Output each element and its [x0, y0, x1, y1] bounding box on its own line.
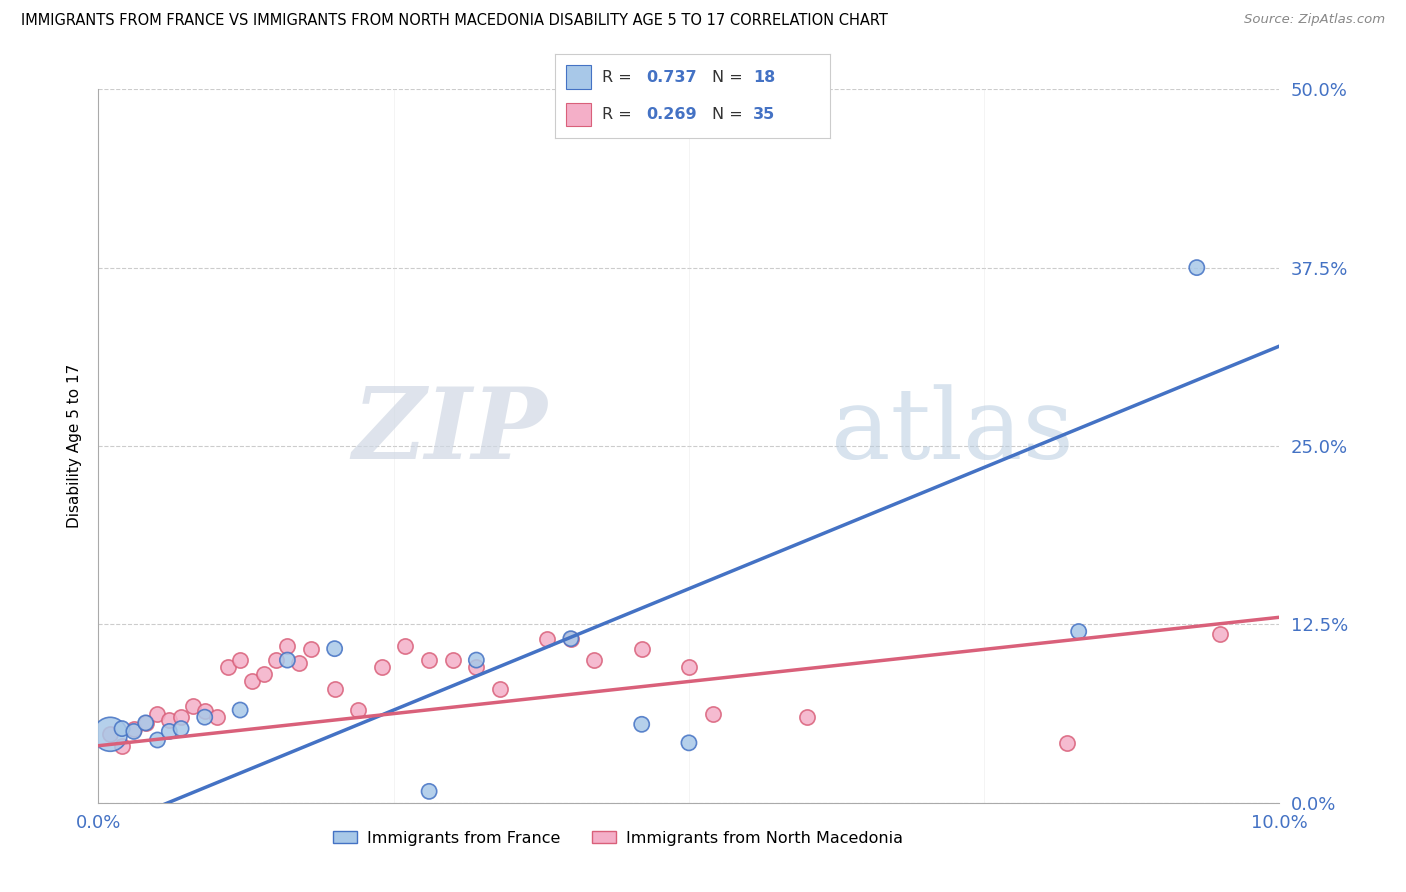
Y-axis label: Disability Age 5 to 17: Disability Age 5 to 17: [66, 364, 82, 528]
Point: [465, 660, 488, 674]
Text: R =: R =: [602, 107, 637, 122]
Point: [135, 715, 157, 730]
Point: [276, 653, 298, 667]
Point: [347, 703, 370, 717]
Text: atlas: atlas: [831, 384, 1073, 480]
Point: [205, 710, 228, 724]
Text: Source: ZipAtlas.com: Source: ZipAtlas.com: [1244, 13, 1385, 27]
Point: [678, 736, 700, 750]
Point: [323, 641, 346, 656]
Point: [170, 722, 193, 736]
Point: [122, 722, 145, 736]
Point: [630, 717, 652, 731]
Text: N =: N =: [711, 70, 748, 85]
Point: [170, 710, 193, 724]
Point: [678, 660, 700, 674]
Point: [264, 653, 287, 667]
Text: IMMIGRANTS FROM FRANCE VS IMMIGRANTS FROM NORTH MACEDONIA DISABILITY AGE 5 TO 17: IMMIGRANTS FROM FRANCE VS IMMIGRANTS FRO…: [21, 13, 889, 29]
Point: [1067, 624, 1090, 639]
Point: [181, 698, 204, 713]
Point: [146, 733, 169, 747]
Point: [536, 632, 558, 646]
Point: [146, 707, 169, 722]
Text: 0.269: 0.269: [645, 107, 696, 122]
Text: 18: 18: [752, 70, 775, 85]
Point: [288, 656, 311, 670]
Point: [560, 632, 582, 646]
Point: [98, 727, 121, 741]
Point: [560, 632, 582, 646]
Point: [1209, 627, 1232, 641]
Point: [98, 727, 121, 741]
Point: [583, 653, 606, 667]
Text: N =: N =: [711, 107, 748, 122]
Text: 35: 35: [752, 107, 775, 122]
Text: ZIP: ZIP: [353, 384, 547, 480]
Point: [418, 784, 440, 798]
FancyBboxPatch shape: [567, 65, 591, 89]
Point: [229, 703, 252, 717]
Point: [240, 674, 263, 689]
Point: [217, 660, 239, 674]
Point: [276, 639, 298, 653]
Point: [111, 739, 134, 753]
Point: [418, 653, 440, 667]
Point: [1056, 736, 1078, 750]
Point: [1185, 260, 1208, 275]
Point: [229, 653, 252, 667]
Point: [157, 724, 180, 739]
Point: [299, 641, 322, 656]
Point: [194, 705, 217, 719]
Point: [323, 681, 346, 696]
Point: [465, 653, 488, 667]
Point: [394, 639, 416, 653]
Text: 0.737: 0.737: [645, 70, 696, 85]
Point: [489, 681, 512, 696]
FancyBboxPatch shape: [567, 103, 591, 127]
Point: [157, 713, 180, 727]
Point: [702, 707, 724, 722]
Legend: Immigrants from France, Immigrants from North Macedonia: Immigrants from France, Immigrants from …: [328, 824, 910, 852]
Point: [253, 667, 276, 681]
Point: [135, 715, 157, 730]
Point: [122, 724, 145, 739]
Point: [796, 710, 818, 724]
Text: R =: R =: [602, 70, 637, 85]
Point: [111, 722, 134, 736]
Point: [441, 653, 464, 667]
Point: [194, 710, 217, 724]
Point: [371, 660, 394, 674]
Point: [630, 641, 652, 656]
